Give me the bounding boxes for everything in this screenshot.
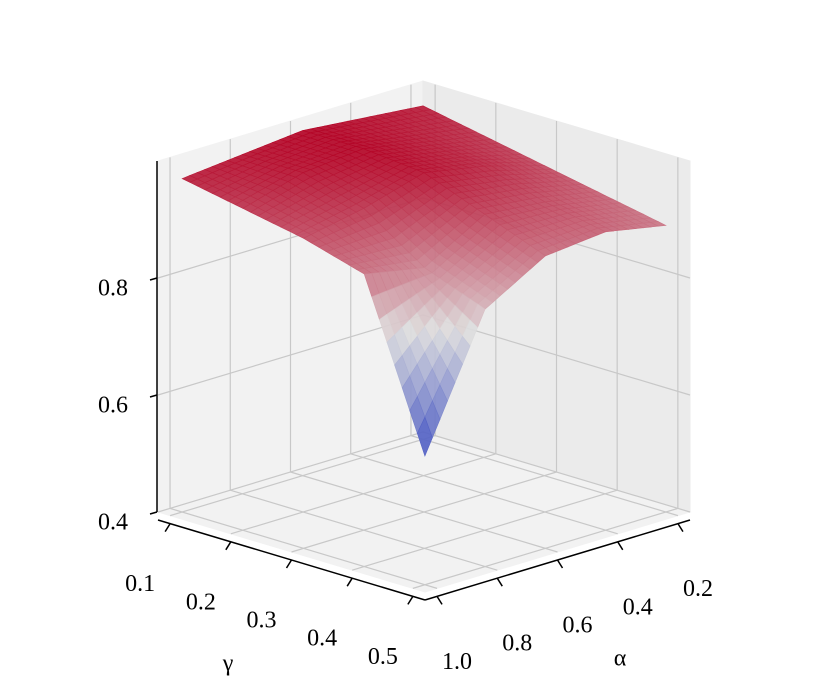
y-tick-label: 0.5 [368, 644, 398, 670]
x-tick-label: 1.0 [442, 649, 472, 675]
x-tick [617, 541, 624, 551]
x-tick [556, 559, 564, 569]
axes: 0.2 0.4 0.6 0.8 1.0 0.1 0.2 0.3 0.4 0.5 0.4 0.6 0.8 [98, 161, 713, 675]
y-tick [407, 595, 414, 605]
grid-line [169, 435, 436, 517]
y-tick-label: 0.1 [125, 571, 155, 597]
grid-line [230, 453, 496, 535]
z-tick-label: 0.8 [98, 276, 128, 302]
grid-line [352, 489, 618, 571]
y-tick [225, 541, 232, 551]
x-tick [436, 595, 443, 605]
z-tick [149, 394, 158, 398]
y-tick-label: 0.3 [247, 608, 277, 634]
y-axis-label: γ [222, 651, 234, 677]
y-tick-label: 0.4 [307, 626, 337, 652]
x-tick-label: 0.2 [683, 576, 713, 602]
surface-patch [416, 416, 433, 457]
x-tick-label: 0.8 [502, 631, 532, 657]
grid-line [422, 431, 691, 513]
grid-line [291, 471, 557, 553]
x-axis [424, 519, 691, 601]
y-tick-label: 0.2 [186, 589, 216, 615]
x-tick [496, 577, 503, 587]
z-tick-label: 0.6 [98, 393, 128, 419]
y-tick [164, 523, 171, 533]
z-tick [149, 277, 158, 281]
y-tick [346, 577, 353, 587]
grid-line [157, 314, 424, 396]
y-axis [157, 519, 426, 601]
x-tick-label: 0.6 [563, 613, 593, 639]
y-tick [285, 559, 293, 569]
surface [181, 105, 667, 457]
z-tick-label: 0.4 [98, 510, 128, 536]
z-tick [149, 511, 158, 515]
x-tick-label: 0.4 [623, 594, 653, 620]
grid-line [412, 507, 679, 589]
x-axis-label: α [614, 646, 627, 672]
x-tick [677, 523, 684, 533]
grid-line [157, 431, 424, 513]
